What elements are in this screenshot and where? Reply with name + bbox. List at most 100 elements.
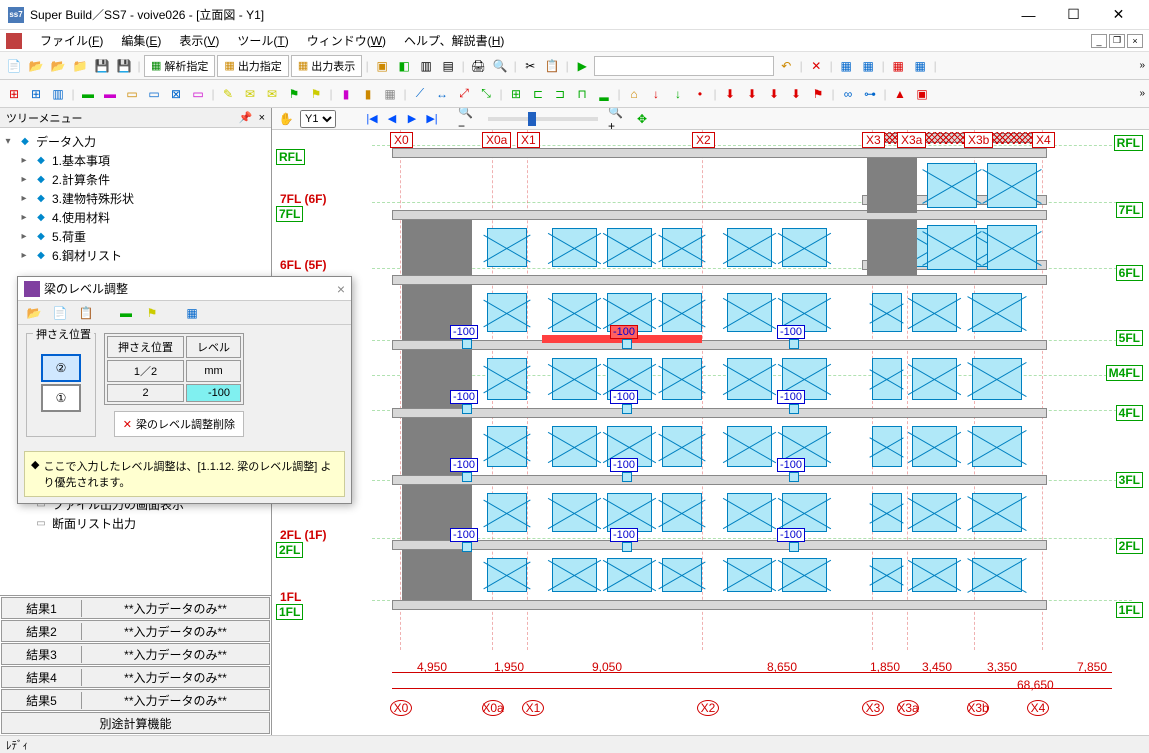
maximize-button[interactable]: ☐	[1051, 0, 1096, 29]
undo-icon[interactable]: ↶	[776, 56, 796, 76]
tree-root[interactable]: ▾◆ データ入力	[2, 132, 269, 151]
t2-g4[interactable]: ▭	[144, 84, 164, 104]
t2-3[interactable]: ▥	[48, 84, 68, 104]
tree-node[interactable]: ▭断面リスト出力	[2, 514, 269, 533]
level-marker[interactable]	[622, 339, 632, 349]
level-label[interactable]: -100	[450, 458, 478, 472]
combo-box[interactable]	[594, 56, 774, 76]
extra-calc-button[interactable]: 別途計算機能	[1, 712, 270, 734]
level-label[interactable]: -100	[450, 390, 478, 404]
t2-y5[interactable]: ⚑	[306, 84, 326, 104]
t2-y2[interactable]: ✉	[240, 84, 260, 104]
mdi-close[interactable]: ×	[1127, 34, 1143, 48]
output-spec-button[interactable]: ▦出力指定	[217, 55, 288, 77]
menu-item[interactable]: ツール(T)	[233, 30, 292, 51]
t2-m3[interactable]: ⤢	[454, 84, 474, 104]
level-label[interactable]: -100	[777, 390, 805, 404]
t2-m4[interactable]: ⤡	[476, 84, 496, 104]
t2-n4[interactable]: ⊓	[572, 84, 592, 104]
nav-last[interactable]: ▶|	[424, 111, 440, 127]
print-icon[interactable]: 🖨	[468, 56, 488, 76]
t2-tri[interactable]: ▲	[890, 84, 910, 104]
grid2-icon[interactable]: ▦	[858, 56, 878, 76]
t2-flag[interactable]: ⚑	[808, 84, 828, 104]
level-label[interactable]: -100	[610, 390, 638, 404]
t2-r4[interactable]: ⬇	[786, 84, 806, 104]
t2-n2[interactable]: ⊏	[528, 84, 548, 104]
t2-g5[interactable]: ⊠	[166, 84, 186, 104]
output-view-button[interactable]: ▦出力表示	[291, 55, 362, 77]
open-icon[interactable]: 📂	[26, 56, 46, 76]
grid3-icon[interactable]: ▦	[888, 56, 908, 76]
dlg-tb-2[interactable]: 📄	[50, 303, 70, 323]
level-label[interactable]: -100	[777, 528, 805, 542]
tree-node[interactable]: ▸◆1.基本事項	[2, 151, 269, 170]
t2-g3[interactable]: ▭	[122, 84, 142, 104]
nav-next[interactable]: ▶	[404, 111, 420, 127]
pin-icon[interactable]: 📌	[239, 111, 253, 124]
app-menu-icon[interactable]	[6, 33, 22, 49]
t2-1[interactable]: ⊞	[4, 84, 24, 104]
result-row[interactable]: 結果3**入力データのみ**	[1, 643, 270, 665]
t2-y4[interactable]: ⚑	[284, 84, 304, 104]
tb-c[interactable]: ▥	[416, 56, 436, 76]
level-value-cell[interactable]: -100	[186, 384, 241, 402]
tree-node[interactable]: ▸◆6.鋼材リスト	[2, 246, 269, 265]
dlg-tb-3[interactable]: 📋	[76, 303, 96, 323]
t2-y3[interactable]: ✉	[262, 84, 282, 104]
result-row[interactable]: 結果2**入力データのみ**	[1, 620, 270, 642]
t2-h3[interactable]: ↓	[668, 84, 688, 104]
tree-node[interactable]: ▸◆2.計算条件	[2, 170, 269, 189]
minimize-button[interactable]: —	[1006, 0, 1051, 29]
dlg-tb-5[interactable]: ⚑	[142, 303, 162, 323]
level-marker[interactable]	[462, 339, 472, 349]
t2-r2[interactable]: ⬇	[742, 84, 762, 104]
tb-a[interactable]: ▣	[372, 56, 392, 76]
grid1-icon[interactable]: ▦	[836, 56, 856, 76]
t2-n1[interactable]: ⊞	[506, 84, 526, 104]
t2-g2[interactable]: ▬	[100, 84, 120, 104]
t2-h1[interactable]: ⌂	[624, 84, 644, 104]
menu-item[interactable]: ウィンドウ(W)	[303, 30, 390, 51]
dlg-tb-6[interactable]: ▦	[182, 303, 202, 323]
level-marker[interactable]	[789, 339, 799, 349]
level-label[interactable]: -100	[777, 325, 805, 339]
delete-level-button[interactable]: ✕梁のレベル調整削除	[114, 411, 244, 437]
nav-first[interactable]: |◀	[364, 111, 380, 127]
open2-icon[interactable]: 📂	[48, 56, 68, 76]
level-marker[interactable]	[462, 542, 472, 552]
pos-btn-2[interactable]: ②	[41, 354, 81, 382]
t2-m2[interactable]: ↔	[432, 84, 452, 104]
t2-g6[interactable]: ▭	[188, 84, 208, 104]
dlg-tb-4[interactable]: ▬	[116, 303, 136, 323]
tree-node[interactable]: ▸◆4.使用材料	[2, 208, 269, 227]
result-row[interactable]: 結果1**入力データのみ**	[1, 597, 270, 619]
t2-p3[interactable]: ▦	[380, 84, 400, 104]
level-marker[interactable]	[622, 472, 632, 482]
zoom-slider[interactable]	[488, 117, 598, 121]
zoom-out-icon[interactable]: 🔍−	[458, 109, 478, 129]
result-row[interactable]: 結果5**入力データのみ**	[1, 689, 270, 711]
new-icon[interactable]: 📄	[4, 56, 24, 76]
level-marker[interactable]	[622, 542, 632, 552]
drawing[interactable]: RFL7FL (6F)7FL6FL (5F)5FLM4FL4FL3FL2FL (…	[272, 130, 1149, 735]
dialog-close-icon[interactable]: ×	[337, 281, 345, 297]
zoom-in-icon[interactable]: 🔍+	[608, 109, 628, 129]
t2-n3[interactable]: ⊐	[550, 84, 570, 104]
save-icon[interactable]: 💾	[92, 56, 112, 76]
level-marker[interactable]	[789, 542, 799, 552]
analysis-button[interactable]: ▦解析指定	[144, 55, 215, 77]
t2-y1[interactable]: ✎	[218, 84, 238, 104]
toolbar2-overflow[interactable]: »	[1139, 88, 1145, 99]
t2-link1[interactable]: ∞	[838, 84, 858, 104]
cut-icon[interactable]: ✂	[520, 56, 540, 76]
pan-icon[interactable]: ✋	[276, 109, 296, 129]
dlg-tb-1[interactable]: 📂	[24, 303, 44, 323]
menu-item[interactable]: ヘルプ、解説書(H)	[400, 30, 508, 51]
delete-icon[interactable]: ✕	[806, 56, 826, 76]
t2-2[interactable]: ⊞	[26, 84, 46, 104]
grid4-icon[interactable]: ▦	[910, 56, 930, 76]
saveall-icon[interactable]: 💾	[114, 56, 134, 76]
t2-g1[interactable]: ▬	[78, 84, 98, 104]
tree-close-icon[interactable]: ×	[259, 112, 265, 124]
